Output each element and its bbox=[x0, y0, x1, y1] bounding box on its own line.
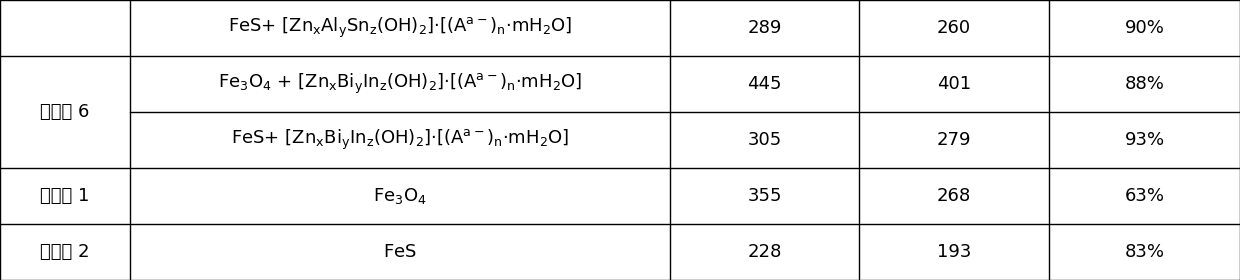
Text: 90%: 90% bbox=[1125, 19, 1164, 37]
Text: $\mathrm{Fe_3O_4\ {+}\ [Zn_xBi_yIn_z(OH)_2]{\cdot}[(A^{a-})_n{\cdot}mH_2O]}$: $\mathrm{Fe_3O_4\ {+}\ [Zn_xBi_yIn_z(OH)… bbox=[218, 72, 582, 96]
Text: 401: 401 bbox=[937, 75, 971, 93]
Text: $\mathrm{FeS{+}\ [Zn_xAl_ySn_z(OH)_2]{\cdot}[(A^{a-})_n{\cdot}mH_2O]}$: $\mathrm{FeS{+}\ [Zn_xAl_ySn_z(OH)_2]{\c… bbox=[228, 16, 572, 40]
Text: 445: 445 bbox=[748, 75, 781, 93]
Text: 对比例 1: 对比例 1 bbox=[41, 187, 89, 205]
Text: 93%: 93% bbox=[1125, 131, 1164, 149]
Text: 289: 289 bbox=[748, 19, 781, 37]
Text: $\mathrm{FeS{+}\ [Zn_xBi_yIn_z(OH)_2]{\cdot}[(A^{a-})_n{\cdot}mH_2O]}$: $\mathrm{FeS{+}\ [Zn_xBi_yIn_z(OH)_2]{\c… bbox=[231, 128, 569, 152]
Text: 63%: 63% bbox=[1125, 187, 1164, 205]
Text: 305: 305 bbox=[748, 131, 781, 149]
Text: 268: 268 bbox=[937, 187, 971, 205]
Text: $\mathrm{Fe_3O_4}$: $\mathrm{Fe_3O_4}$ bbox=[373, 186, 427, 206]
Text: 355: 355 bbox=[748, 187, 781, 205]
Text: 228: 228 bbox=[748, 243, 781, 261]
Text: 对比例 2: 对比例 2 bbox=[41, 243, 89, 261]
Text: 实施例 6: 实施例 6 bbox=[41, 103, 89, 121]
Text: 88%: 88% bbox=[1125, 75, 1164, 93]
Text: $\mathrm{FeS}$: $\mathrm{FeS}$ bbox=[383, 243, 417, 261]
Text: 279: 279 bbox=[937, 131, 971, 149]
Text: 260: 260 bbox=[937, 19, 971, 37]
Text: 83%: 83% bbox=[1125, 243, 1164, 261]
Text: 193: 193 bbox=[937, 243, 971, 261]
